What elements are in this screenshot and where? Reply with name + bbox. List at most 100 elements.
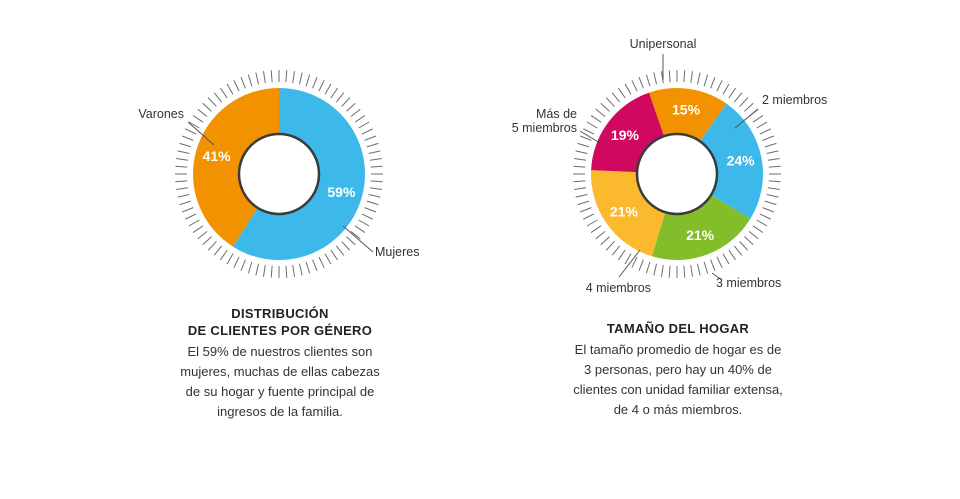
tick-mark — [370, 180, 383, 183]
tick-mark — [583, 213, 595, 220]
tick-mark — [255, 72, 260, 85]
category-label-3-miembros: 3 miembros — [716, 276, 781, 290]
tick-mark — [668, 265, 671, 278]
tick-mark — [638, 77, 644, 89]
tick-mark — [600, 102, 610, 112]
description-line: El tamaño promedio de hogar es de — [574, 342, 782, 357]
slice-mujeres — [232, 88, 366, 260]
tick-mark — [624, 253, 632, 265]
tick-mark — [270, 70, 273, 83]
tick-mark — [586, 121, 598, 129]
tick-mark — [716, 256, 723, 268]
tick-mark — [759, 128, 771, 135]
tick-mark — [318, 80, 325, 92]
tick-mark — [683, 265, 686, 278]
tick-mark — [766, 150, 779, 155]
tick-mark — [618, 87, 626, 99]
tick-mark — [611, 245, 621, 256]
tick-mark — [369, 187, 382, 190]
tick-mark — [220, 87, 228, 99]
tick-mark — [580, 207, 592, 213]
description-line: mujeres, muchas de ellas cabezas — [180, 364, 380, 379]
tick-mark — [202, 102, 212, 112]
tick-mark — [177, 193, 190, 198]
value-label-varones: 41% — [203, 148, 232, 164]
tick-mark — [324, 83, 332, 95]
tick-mark — [764, 142, 777, 148]
tick-mark — [645, 261, 651, 274]
tick-mark — [752, 115, 764, 123]
tick-mark — [341, 241, 351, 251]
value-label-2-miembros: 24% — [727, 153, 756, 169]
tick-mark — [703, 74, 709, 87]
tick-mark — [638, 259, 644, 271]
leader-line — [342, 225, 374, 253]
tick-mark — [624, 83, 632, 95]
tick-mark — [220, 249, 228, 261]
leader-line — [187, 121, 215, 146]
tick-mark — [179, 142, 192, 148]
tick-mark — [762, 207, 774, 213]
category-label-mas-de-5-miembros: 5 miembros — [512, 121, 577, 135]
center-circle — [237, 132, 321, 216]
tick-mark — [182, 207, 194, 213]
category-label-4-miembros: 4 miembros — [586, 281, 651, 295]
tick-mark — [188, 219, 200, 227]
tick-mark — [330, 249, 338, 261]
tick-mark — [185, 213, 197, 220]
tick-mark — [574, 187, 587, 190]
tick-mark — [188, 121, 200, 129]
tick-mark — [722, 253, 730, 265]
tick-mark — [577, 142, 590, 148]
tick-mark — [645, 74, 651, 87]
tick-mark — [590, 225, 602, 233]
category-label-mas-de-5-miembros: Más de — [536, 107, 577, 121]
tick-mark — [364, 207, 376, 213]
tick-mark — [335, 92, 345, 103]
tick-mark — [341, 97, 351, 107]
household-chart-description: El tamaño promedio de hogar es de 3 pers… — [528, 340, 828, 420]
tick-mark — [354, 115, 366, 123]
tick-mark — [240, 77, 246, 89]
tick-mark — [590, 115, 602, 123]
tick-mark — [177, 150, 190, 155]
tick-ring — [573, 70, 781, 278]
tick-mark — [716, 80, 723, 92]
tick-mark — [733, 92, 743, 103]
tick-mark — [233, 256, 240, 268]
tick-mark — [767, 158, 780, 161]
tick-mark — [756, 219, 768, 227]
tick-mark — [179, 200, 192, 206]
tick-mark — [185, 128, 197, 135]
tick-mark — [350, 108, 361, 118]
tick-mark — [595, 230, 606, 240]
tick-mark — [305, 261, 311, 274]
tick-mark — [722, 83, 730, 95]
description-line: de su hogar y fuente principal de — [185, 384, 375, 399]
tick-mark — [733, 245, 743, 256]
slice-mas-de-5-miembros — [591, 92, 664, 173]
description-line: clientes con unidad familiar extensa, — [573, 382, 783, 397]
slice-3-miembros — [651, 194, 751, 260]
tick-mark — [696, 72, 701, 85]
tick-mark — [226, 253, 234, 265]
tick-mark — [364, 135, 376, 141]
description-line: ingresos de la familia. — [217, 404, 343, 419]
tick-mark — [696, 263, 701, 276]
tick-mark — [312, 259, 318, 271]
tick-mark — [752, 225, 764, 233]
tick-mark — [361, 128, 373, 135]
tick-mark — [207, 241, 217, 251]
tick-mark — [728, 87, 736, 99]
tick-mark — [366, 200, 379, 206]
tick-mark — [213, 245, 223, 256]
tick-mark — [176, 158, 189, 161]
tick-mark — [354, 225, 366, 233]
tick-mark — [728, 249, 736, 261]
tick-mark — [263, 264, 266, 277]
tick-mark — [766, 193, 779, 198]
tick-mark — [305, 74, 311, 87]
tick-mark — [358, 219, 370, 227]
tick-mark — [312, 77, 318, 89]
tick-mark — [182, 135, 194, 141]
